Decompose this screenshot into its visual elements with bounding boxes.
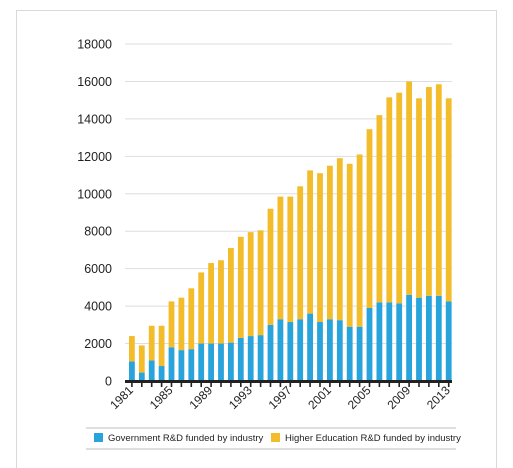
bar-higher-education-2001 (327, 165, 333, 320)
legend-label-government: Government R&D funded by industry (108, 433, 263, 444)
bar-government-1985 (168, 347, 175, 381)
bar-government-2000 (317, 322, 323, 381)
bar-higher-education-2005 (366, 129, 373, 308)
bar-government-1993 (247, 336, 254, 381)
bar-higher-education-1988 (198, 272, 205, 344)
bar-higher-education-2007 (386, 97, 393, 303)
bar-government-1987 (188, 349, 195, 381)
bar-government-1988 (198, 343, 205, 381)
x-axis-tick-labels: 1981 1985 1989 1993 1997 2001 2005 2009 2013 (107, 383, 453, 412)
x-axis-tick-marks (131, 382, 450, 387)
x-tick-label: 2001 (305, 383, 334, 412)
bar-higher-education-1983 (148, 325, 155, 361)
bar-government-1998 (297, 319, 304, 381)
bar-higher-education-2013 (445, 98, 452, 302)
legend-swatch-higher-education (271, 433, 280, 442)
x-tick-label: 2013 (424, 383, 453, 412)
bar-government-1991 (228, 342, 234, 381)
bar-government-1994 (257, 335, 264, 381)
bar-government-2011 (426, 295, 432, 381)
legend-label-higher-education: Higher Education R&D funded by industry (285, 433, 461, 444)
bar-government-1992 (237, 337, 244, 381)
bar-government-2005 (366, 307, 373, 381)
bar-higher-education-2011 (426, 87, 432, 296)
bar-government-1990 (218, 343, 224, 381)
bar-government-1981 (129, 361, 135, 381)
y-tick-label: 18000 (77, 38, 112, 52)
bar-government-1986 (178, 350, 185, 381)
bar-higher-education-2003 (346, 163, 353, 327)
bar-government-2001 (327, 319, 333, 381)
x-tick-label: 2009 (384, 383, 413, 412)
bar-government-2004 (356, 326, 363, 381)
bar-government-2008 (396, 303, 403, 381)
x-tick-label: 1985 (147, 383, 176, 412)
y-tick-label: 4000 (84, 300, 112, 314)
chart-frame (16, 10, 497, 468)
bar-government-1996 (277, 319, 284, 381)
y-tick-label: 6000 (84, 262, 112, 276)
bar-higher-education-1993 (247, 232, 254, 337)
bar-higher-education-1995 (267, 208, 274, 325)
bar-higher-education-2006 (376, 115, 383, 303)
bar-higher-education-1991 (228, 248, 234, 343)
bar-government-2009 (406, 294, 412, 381)
bar-higher-education-2009 (406, 81, 412, 295)
x-tick-label: 1989 (186, 383, 215, 412)
bar-government-2007 (386, 302, 393, 381)
x-tick-label: 1997 (266, 383, 295, 412)
bar-higher-education-1985 (168, 301, 175, 348)
bar-government-1997 (287, 322, 294, 381)
bar-higher-education-1994 (257, 230, 264, 336)
bar-government-1982 (138, 372, 145, 381)
bar-higher-education-2004 (356, 154, 363, 327)
bar-higher-education-1981 (129, 336, 135, 362)
bar-government-1999 (307, 313, 313, 381)
y-axis-ticks: 0 2000 4000 6000 8000 10000 12000 14000 16000 180… (77, 38, 112, 389)
bar-higher-education-1998 (297, 186, 304, 320)
y-tick-label: 8000 (84, 225, 112, 239)
bar-higher-education-2012 (435, 84, 442, 296)
bar-higher-education-1982 (138, 345, 145, 373)
legend-swatch-government (94, 433, 103, 442)
bar-higher-education-2000 (317, 173, 323, 323)
bar-government-1989 (208, 343, 214, 381)
bar-higher-education-2010 (416, 98, 422, 298)
bar-higher-education-1999 (307, 170, 313, 314)
bar-higher-education-2002 (336, 158, 343, 321)
bars (129, 81, 452, 381)
bar-government-2013 (445, 301, 452, 381)
bar-higher-education-1990 (218, 260, 224, 344)
bar-higher-education-1992 (237, 236, 244, 338)
bar-government-1984 (158, 366, 165, 381)
y-tick-label: 2000 (84, 337, 112, 351)
bar-higher-education-1989 (208, 263, 214, 344)
bar-government-1983 (148, 360, 155, 381)
bar-higher-education-1984 (158, 325, 165, 367)
x-tick-label: 1993 (226, 383, 255, 412)
y-tick-label: 14000 (77, 112, 112, 126)
bar-higher-education-1996 (277, 196, 284, 320)
x-tick-label: 2005 (345, 383, 374, 412)
y-tick-label: 12000 (77, 150, 112, 164)
bar-government-2003 (346, 326, 353, 381)
bar-government-2002 (336, 320, 343, 381)
bar-higher-education-1997 (287, 196, 294, 323)
bar-government-2010 (416, 297, 422, 381)
y-tick-label: 0 (105, 375, 112, 389)
y-tick-label: 10000 (77, 187, 112, 201)
bar-government-1995 (267, 324, 274, 381)
bar-government-2006 (376, 302, 383, 381)
legend: Government R&D funded by industry Higher… (94, 433, 461, 444)
bar-government-2012 (435, 295, 442, 381)
bar-higher-education-1986 (178, 297, 185, 351)
bar-higher-education-2008 (396, 92, 403, 304)
bar-higher-education-1987 (188, 288, 195, 350)
y-tick-label: 16000 (77, 75, 112, 89)
